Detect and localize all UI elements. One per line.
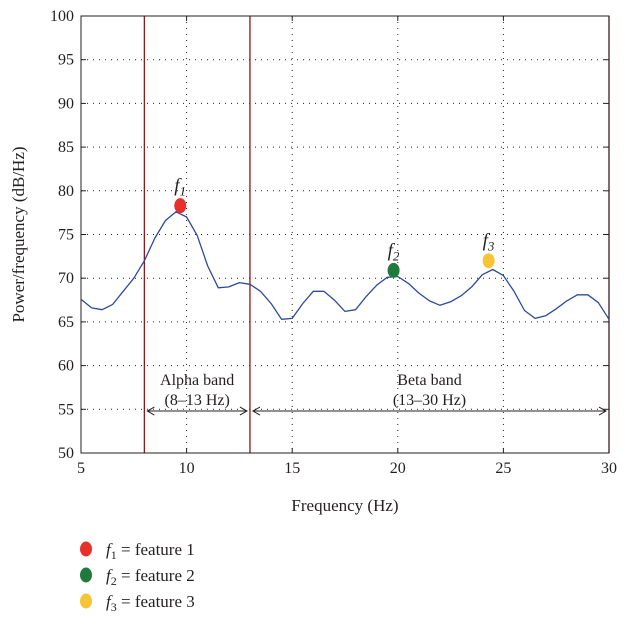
y-tick-label: 60 bbox=[58, 358, 74, 375]
band-arrowhead bbox=[146, 406, 155, 416]
legend: f1 = feature 1 f2 = feature 2 f3 = feature… bbox=[80, 540, 195, 614]
y-tick-label: 50 bbox=[58, 445, 74, 462]
series-line bbox=[80, 211, 610, 320]
y-tick-label: 85 bbox=[58, 139, 74, 156]
feature-marker bbox=[174, 198, 187, 214]
x-tick-label: 5 bbox=[77, 460, 85, 477]
axis-ticks: 5 10 15 20 25 30 50 55 60 65 70 75 80 85 90 95 100 bbox=[50, 8, 617, 477]
feature-label: f2 bbox=[388, 240, 400, 263]
grid-layer bbox=[81, 16, 609, 453]
legend-marker bbox=[80, 541, 92, 557]
x-tick-label: 20 bbox=[390, 460, 406, 477]
band-arrowhead bbox=[598, 406, 608, 416]
band-label: Beta band bbox=[397, 372, 461, 389]
y-tick-label: 90 bbox=[58, 95, 74, 112]
y-tick-label: 65 bbox=[58, 314, 74, 331]
y-tick-label: 55 bbox=[58, 401, 74, 418]
y-tick-label: 75 bbox=[58, 227, 74, 244]
series-layer bbox=[80, 211, 610, 320]
x-tick-label: 25 bbox=[495, 460, 511, 477]
legend-marker bbox=[80, 593, 92, 609]
y-tick-label: 95 bbox=[58, 52, 74, 69]
feature-label: f3 bbox=[483, 231, 495, 254]
legend-item: f1 = feature 1 bbox=[106, 540, 195, 562]
legend-item: f2 = feature 2 bbox=[106, 566, 195, 588]
y-axis-title: Power/frequency (dB/Hz) bbox=[9, 146, 28, 322]
band-annotations: Alpha band (8–13 Hz) Beta band (13–30 Hz) bbox=[146, 372, 608, 416]
band-range-label: (8–13 Hz) bbox=[165, 392, 230, 409]
band-arrowhead bbox=[251, 406, 261, 416]
feature-label: f1 bbox=[174, 176, 186, 199]
x-tick-label: 30 bbox=[601, 460, 617, 477]
band-arrowhead bbox=[239, 406, 248, 416]
legend-item: f3 = feature 3 bbox=[106, 592, 195, 614]
legend-marker bbox=[80, 567, 92, 583]
x-axis-title: Frequency (Hz) bbox=[291, 496, 398, 515]
band-range-label: (13–30 Hz) bbox=[393, 392, 466, 409]
x-tick-label: 10 bbox=[179, 460, 195, 477]
y-tick-label: 70 bbox=[58, 270, 74, 287]
y-tick-label: 100 bbox=[50, 8, 74, 25]
y-tick-label: 80 bbox=[58, 183, 74, 200]
feature-marker bbox=[482, 253, 495, 269]
x-tick-label: 15 bbox=[284, 460, 300, 477]
feature-markers: f1 f2 f3 bbox=[174, 176, 495, 278]
feature-marker bbox=[387, 262, 400, 278]
band-label: Alpha band bbox=[160, 372, 234, 389]
